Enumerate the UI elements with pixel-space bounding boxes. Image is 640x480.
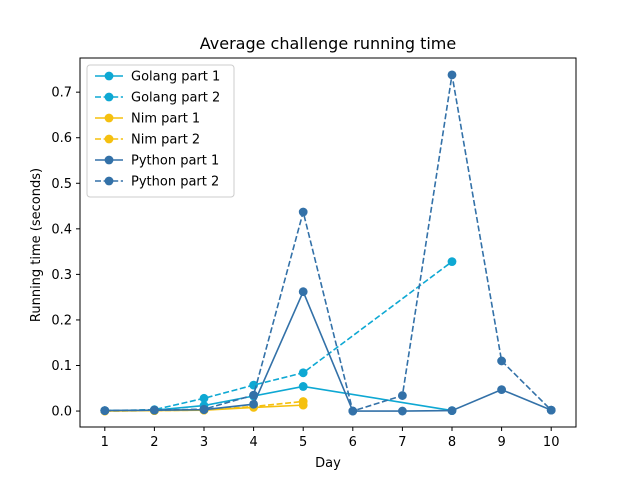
data-point [150, 405, 159, 415]
legend-label: Nim part 2 [131, 133, 200, 148]
plot-frame [79, 57, 577, 428]
legend-label: Nim part 1 [131, 112, 200, 127]
data-point [546, 405, 556, 415]
data-point [497, 356, 506, 366]
data-point [447, 257, 457, 267]
legend-entry: Golang part 1 [95, 70, 220, 85]
x-tick-label: 2 [150, 435, 158, 450]
series-layer [100, 70, 556, 416]
y-tick-label: 0.7 [51, 86, 72, 101]
data-point [199, 393, 209, 403]
y-tick-label: 0.0 [51, 405, 72, 420]
x-tick-label: 8 [448, 435, 456, 450]
legend-marker [104, 134, 114, 144]
x-tick-label: 3 [200, 435, 208, 450]
legend-entry: Python part 2 [95, 175, 219, 190]
legend-label: Golang part 1 [131, 70, 220, 85]
data-point [447, 70, 457, 80]
x-tick-label: 5 [299, 435, 307, 450]
data-point [398, 391, 407, 400]
x-tick-label: 10 [543, 435, 560, 450]
legend-entry: Golang part 2 [95, 91, 220, 106]
y-tick-label: 0.4 [51, 222, 72, 237]
y-tick-label: 0.5 [51, 177, 72, 192]
legend-label: Golang part 2 [131, 91, 220, 106]
data-point [398, 406, 407, 416]
data-point [249, 390, 258, 400]
series-line [104, 260, 453, 412]
x-tick-label: 9 [497, 435, 505, 450]
legend-entry: Nim part 2 [95, 133, 200, 148]
axes-layer: 1 2 3 4 5 6 7 8 9 10 0.0 0.1 0.2 0.3 0.4 0.5 0.6 0.7 [51, 57, 577, 450]
chart-title: Average challenge running time [200, 34, 456, 53]
y-tick-label: 0.6 [51, 131, 72, 146]
x-tick-label: 7 [398, 435, 406, 450]
data-point [298, 207, 308, 217]
data-point [249, 399, 258, 409]
data-point [298, 287, 308, 297]
legend-marker [104, 176, 114, 186]
x-tick-label: 1 [101, 435, 109, 450]
data-point [100, 406, 110, 415]
legend-entry: Python part 1 [95, 154, 219, 169]
legend-marker [104, 113, 114, 123]
y-tick-label: 0.3 [51, 268, 72, 283]
y-axis-title: Running time (seconds) [29, 168, 44, 322]
x-axis-title: Day [315, 456, 341, 471]
legend-marker [104, 155, 114, 165]
data-point [199, 404, 209, 414]
y-tick-label: 0.2 [51, 313, 72, 328]
data-point [348, 406, 358, 416]
data-point [298, 397, 308, 406]
data-point [298, 382, 308, 391]
legend-marker [104, 92, 114, 102]
series-line [104, 74, 552, 413]
x-tick-label: 4 [249, 435, 257, 450]
series-5 [100, 70, 556, 416]
legend-marker [104, 71, 114, 81]
y-tick-label: 0.1 [51, 359, 72, 374]
data-point [497, 385, 506, 395]
legend-entry: Nim part 1 [95, 112, 200, 127]
data-point [298, 368, 308, 378]
legend-label: Python part 1 [131, 154, 219, 169]
x-tick-label: 6 [349, 435, 357, 450]
data-point [447, 406, 457, 415]
legend-label: Python part 2 [131, 175, 219, 190]
legend-box [86, 64, 235, 198]
legend: Golang part 1 Golang part 2 Nim part 1 Nim … [86, 64, 235, 198]
